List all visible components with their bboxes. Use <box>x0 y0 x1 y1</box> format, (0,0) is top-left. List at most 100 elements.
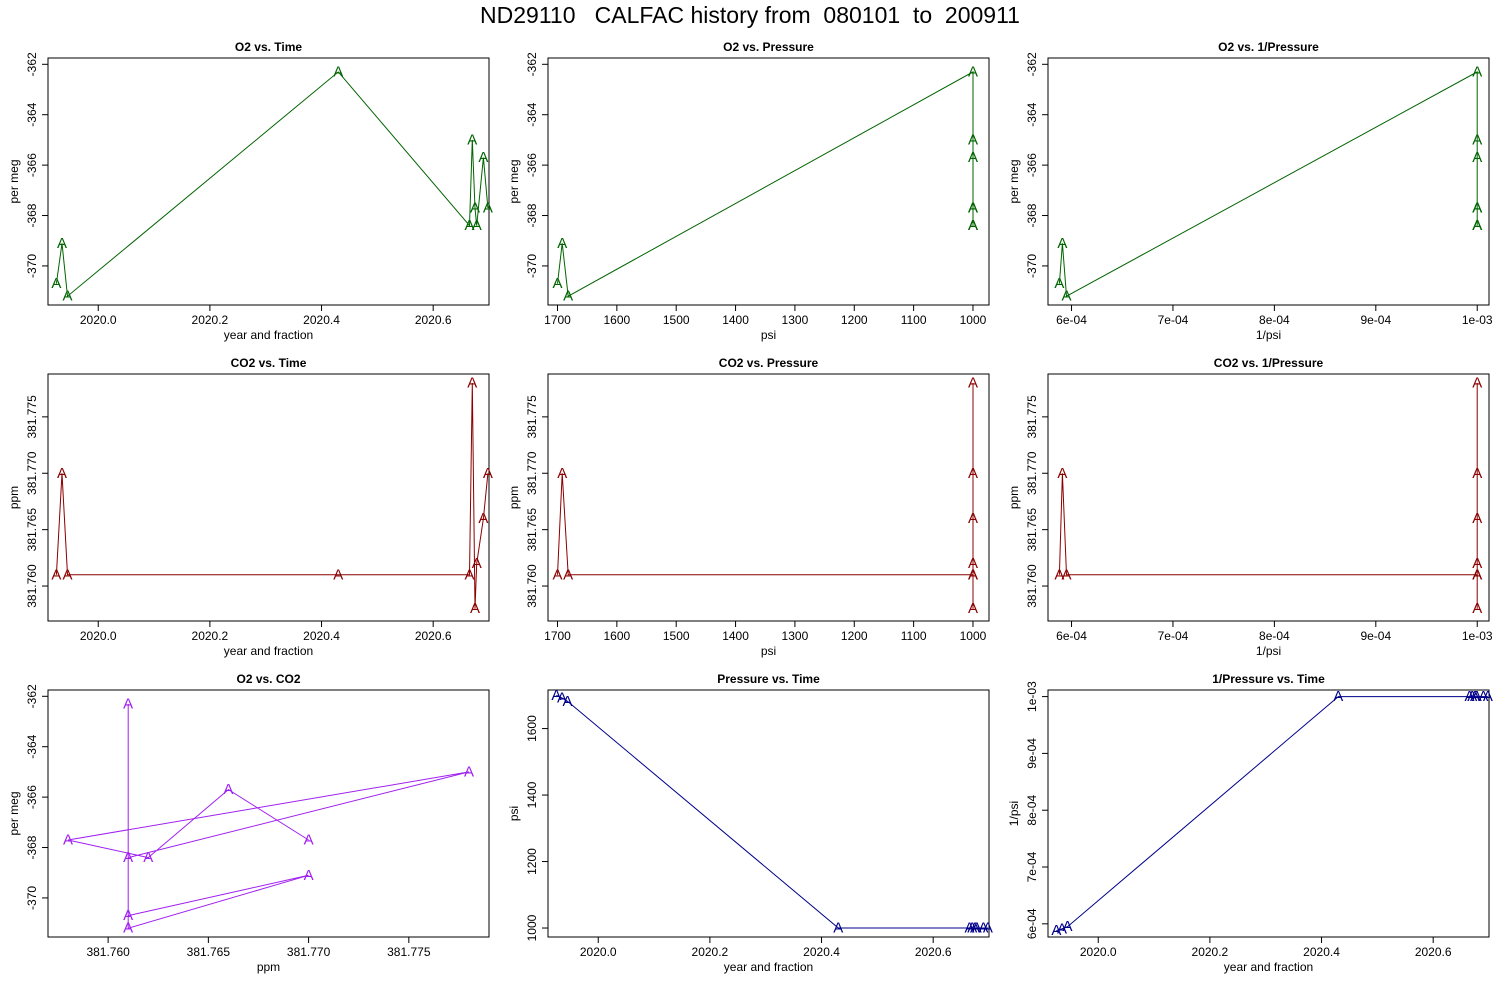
x-tick-label: 2020.0 <box>580 945 617 959</box>
x-axis-label: psi <box>761 328 776 342</box>
x-tick-label: 1600 <box>603 629 630 643</box>
x-tick-label: 2020.6 <box>415 629 452 643</box>
plot-frame <box>547 373 990 622</box>
x-tick-label: 7e-04 <box>1158 313 1189 327</box>
series-line <box>1058 71 1478 298</box>
x-tick-label: 2020.0 <box>80 313 117 327</box>
x-tick-label: 7e-04 <box>1158 629 1189 643</box>
y-tick-label: -370 <box>1025 254 1039 278</box>
data-point: A <box>472 217 482 234</box>
data-point: A <box>557 235 567 252</box>
x-tick-label: 8e-04 <box>1259 629 1290 643</box>
y-tick-label: 381.775 <box>525 395 539 439</box>
x-tick-label: 1400 <box>722 313 749 327</box>
data-point: A <box>1057 920 1067 937</box>
data-point: A <box>483 199 493 216</box>
y-tick-label: 381.765 <box>1025 508 1039 552</box>
data-point: A <box>1057 235 1067 252</box>
series-line <box>557 383 974 609</box>
data-point: A <box>470 600 480 617</box>
x-tick-label: 6e-04 <box>1056 313 1087 327</box>
series-line <box>67 703 470 929</box>
series-line <box>1058 383 1478 609</box>
x-tick-label: 2020.6 <box>915 945 952 959</box>
data-point: A <box>467 375 477 392</box>
x-tick-label: 2020.4 <box>1303 945 1340 959</box>
x-tick-label: 2020.4 <box>303 629 340 643</box>
data-point: A <box>968 600 978 617</box>
data-point: A <box>333 63 343 80</box>
y-tick-label: -362 <box>1025 52 1039 76</box>
data-point: A <box>968 555 978 572</box>
data-point: A <box>1061 288 1071 305</box>
x-tick-label: 1500 <box>663 313 690 327</box>
x-axis-label: year and fraction <box>1224 960 1313 974</box>
x-tick-label: 2020.0 <box>80 629 117 643</box>
x-axis-label: 1/psi <box>1256 328 1281 342</box>
chart-title: 1/Pressure vs. Time <box>1212 672 1325 686</box>
data-point: A <box>63 288 73 305</box>
y-tick-label: 1200 <box>525 848 539 875</box>
chart-title: CO2 vs. 1/Pressure <box>1214 356 1324 370</box>
data-point: A <box>333 566 343 583</box>
x-axis-label: psi <box>761 644 776 658</box>
y-tick-label: -362 <box>25 52 39 76</box>
chart-panel-6: CO2 vs. 1/Pressure 6e-04 7e-04 8e-04 9e-04 1e… <box>1007 356 1493 658</box>
x-tick-label: 1e-03 <box>1462 313 1493 327</box>
x-tick-label: 2020.6 <box>415 313 452 327</box>
data-point: A <box>63 566 73 583</box>
series-line <box>55 382 489 609</box>
x-tick-label: 1700 <box>544 629 571 643</box>
y-tick-label: 381.765 <box>525 508 539 552</box>
x-tick-label: 1100 <box>901 313 927 327</box>
x-tick-label: 1e-03 <box>1462 629 1493 643</box>
data-point: A <box>1478 688 1488 705</box>
data-point: A <box>1472 600 1482 617</box>
plot-frame <box>1047 57 1490 306</box>
data-point: A <box>304 867 314 884</box>
y-tick-label: 381.770 <box>525 451 539 495</box>
data-point: A <box>123 907 133 924</box>
plot-frame <box>547 689 990 938</box>
y-tick-label: 381.760 <box>25 564 39 608</box>
chart-panel-4: CO2 vs. Time 2020.0 2020.2 2020.4 2020.6 381.… <box>7 356 493 658</box>
x-tick-label: 1300 <box>782 313 809 327</box>
data-point: A <box>968 566 978 583</box>
y-tick-label: -370 <box>25 254 39 278</box>
chart-title: CO2 vs. Pressure <box>719 356 819 370</box>
data-point: A <box>983 920 993 937</box>
y-axis-label: psi <box>507 806 521 821</box>
y-tick-label: 7e-04 <box>1025 851 1039 882</box>
y-axis-label: per meg <box>507 159 521 203</box>
data-point: A <box>223 781 233 798</box>
y-tick-label: -364 <box>1025 102 1039 126</box>
page-title: ND29110 CALFAC history from 080101 to 20… <box>480 2 1020 28</box>
y-tick-label: 381.775 <box>25 395 39 439</box>
x-tick-label: 2020.4 <box>303 313 340 327</box>
y-tick-label: 381.775 <box>1025 395 1039 439</box>
data-point: A <box>833 920 843 937</box>
data-point: A <box>1470 688 1480 705</box>
data-point: A <box>1054 275 1064 292</box>
series-line <box>557 71 974 298</box>
chart-title: O2 vs. 1/Pressure <box>1218 40 1319 54</box>
data-point: A <box>57 235 67 252</box>
data-point: A <box>552 566 562 583</box>
chart-panel-1: O2 vs. Time 2020.0 2020.2 2020.4 2020.6 -370 -… <box>7 40 493 342</box>
data-point: A <box>1063 918 1073 935</box>
y-tick-label: -362 <box>525 52 539 76</box>
data-point: A <box>968 510 978 527</box>
y-tick-label: 381.770 <box>1025 451 1039 495</box>
data-point: A <box>968 149 978 166</box>
y-tick-label: 1400 <box>525 781 539 808</box>
data-point: A <box>123 695 133 712</box>
plot-frame <box>47 57 490 306</box>
series-line <box>556 694 988 929</box>
x-tick-label: 2020.0 <box>1080 945 1117 959</box>
data-point: A <box>464 217 474 234</box>
data-point: A <box>968 465 978 482</box>
data-point: A <box>968 217 978 234</box>
plot-frame <box>1047 373 1490 622</box>
chart-panel-9: 1/Pressure vs. Time 2020.0 2020.2 2020.4 202… <box>1007 672 1493 974</box>
x-tick-label: 1700 <box>544 313 571 327</box>
